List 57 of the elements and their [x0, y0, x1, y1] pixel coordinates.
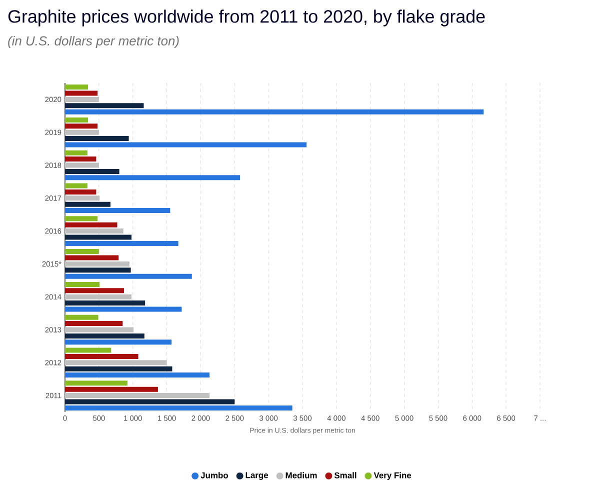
bar: [65, 202, 110, 207]
bar: [65, 84, 88, 90]
legend-label: Large: [246, 472, 268, 480]
bar: [65, 208, 170, 214]
bar: [65, 228, 124, 234]
bar: [65, 393, 210, 398]
bar: [65, 222, 118, 228]
bar: [65, 130, 99, 135]
bar: [65, 189, 96, 194]
bar: [65, 109, 484, 114]
bar: [65, 103, 144, 108]
bar: [65, 282, 100, 287]
bar: [65, 162, 99, 168]
bar: [65, 399, 235, 404]
legend-label: Small: [334, 472, 356, 478]
bar: [65, 366, 172, 372]
bar: [65, 372, 210, 378]
bar: [65, 314, 98, 320]
bar: [65, 249, 99, 254]
bar: [65, 168, 120, 174]
bar: [65, 156, 96, 162]
bar: [65, 196, 100, 201]
bar: [65, 380, 128, 386]
bar: [65, 175, 240, 180]
bar: [65, 124, 98, 129]
bar: [65, 90, 98, 96]
bar: [65, 340, 172, 345]
legend-label: Jumbo: [200, 472, 228, 478]
bar: [65, 216, 98, 222]
bar: [65, 386, 158, 392]
bar: [65, 288, 124, 294]
chart-subtitle: (in U.S. dollars per metric ton): [8, 36, 179, 48]
bar: [65, 255, 119, 260]
bar: [65, 136, 129, 142]
bar: [65, 354, 138, 359]
bar: [65, 240, 178, 246]
bar: [65, 360, 167, 366]
legend-label: Medium: [286, 472, 317, 478]
bar: [65, 321, 123, 326]
bar: [65, 150, 88, 156]
bar: [65, 294, 132, 300]
bar: [65, 96, 99, 102]
bar: [65, 348, 112, 353]
bar: [65, 268, 131, 273]
bar: [65, 261, 130, 266]
legend-label: Very Fine: [374, 472, 412, 480]
bar: [65, 234, 132, 240]
bar: [65, 306, 182, 312]
bar: [65, 117, 88, 122]
bar: [65, 405, 292, 410]
bar: [65, 327, 134, 332]
bar: [65, 300, 146, 306]
bar: [65, 274, 192, 279]
chart-title: Graphite prices worldwide from 2011 to 2020, by flake grade: [8, 10, 485, 26]
bar: [65, 142, 307, 148]
bar: [65, 183, 88, 188]
bar: [65, 333, 144, 338]
